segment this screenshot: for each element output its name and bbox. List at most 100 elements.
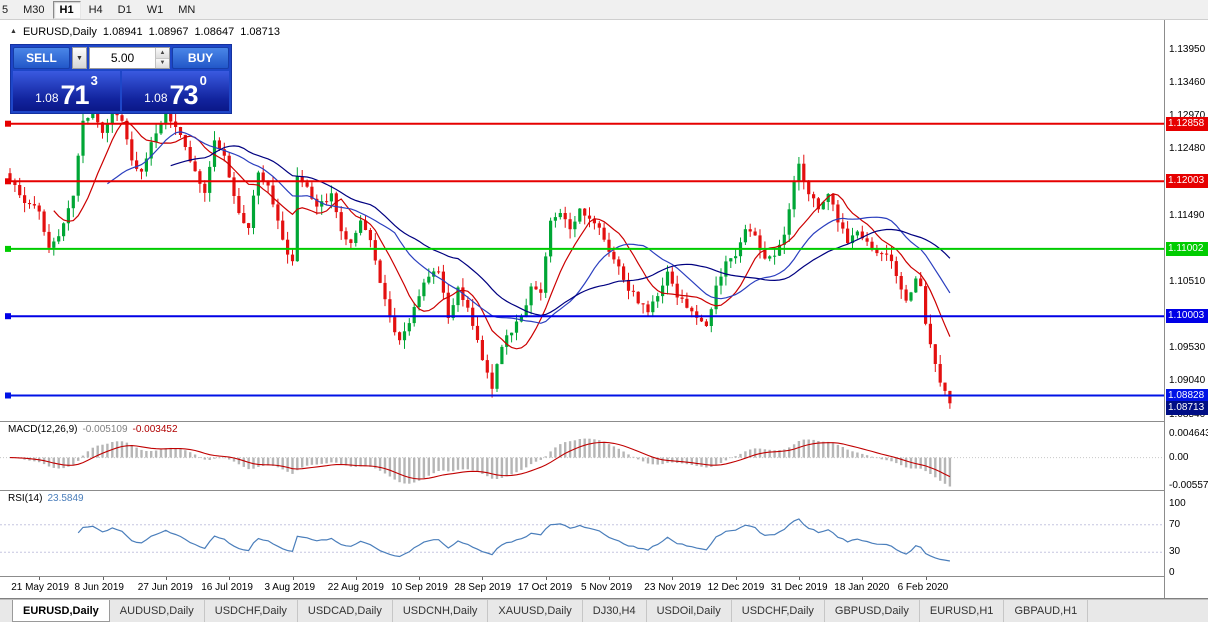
chart-tab-audusd-daily[interactable]: AUDUSD,Daily (110, 600, 205, 622)
chart-tab-dj30-h4[interactable]: DJ30,H4 (583, 600, 647, 622)
panel-separator-rsi[interactable] (0, 490, 1208, 491)
volume-field: ▲ ▼ (89, 47, 170, 69)
ohlc-low: 1.08647 (194, 26, 235, 38)
date-tick (419, 577, 421, 580)
price-tick: 1.13950 (1169, 44, 1206, 55)
date-tick (39, 577, 41, 580)
macd-name: MACD(12,26,9) (8, 424, 78, 435)
volume-input[interactable] (90, 48, 155, 68)
date-tick (229, 577, 231, 580)
macd-axis-label: 0.00 (1169, 451, 1189, 463)
date-tick (798, 577, 800, 580)
macd-svg[interactable] (0, 422, 1164, 490)
chart-tabbar: EURUSD,Daily AUDUSD,Daily USDCHF,Daily USDC… (0, 599, 1208, 622)
rsi-axis-label: 100 (1169, 498, 1186, 509)
chart-tab-eurusd-h1[interactable]: EURUSD,H1 (920, 600, 1005, 622)
macd-value-main: -0.005109 (82, 424, 128, 435)
date-label: 6 Feb 2020 (897, 582, 949, 593)
date-label: 23 Nov 2019 (644, 582, 702, 593)
timeframe-button-h1[interactable]: H1 (52, 0, 81, 19)
price-tick: 1.12970 (1169, 110, 1206, 122)
price-axis[interactable]: 1.13950 1.13460 1.12970 1.12480 1.11490 1.105… (1164, 20, 1208, 598)
ohlc-open: 1.08941 (102, 26, 143, 38)
panel-separator-dates (0, 576, 1208, 577)
macd-axis-label: -0.005574 (1169, 480, 1208, 491)
timeframe-button-mn[interactable]: MN (178, 3, 196, 16)
chart-tab-xauusd-daily[interactable]: XAUUSD,Daily (488, 600, 583, 622)
price-line-badge: 1.08828 (1166, 388, 1208, 403)
date-tick (735, 577, 737, 580)
ohlc-high: 1.08967 (148, 26, 189, 38)
buy-price-big: 73 (169, 80, 199, 110)
macd-axis-label: 0.004643 (1169, 428, 1208, 439)
date-tick (292, 577, 294, 580)
volume-increase-button[interactable]: ▲ (156, 48, 169, 59)
volume-decrease-button[interactable]: ▼ (156, 58, 169, 68)
price-line-badge: 1.12003 (1166, 174, 1208, 189)
date-label: 21 May 2019 (11, 582, 70, 593)
timeframe-button-w1[interactable]: W1 (146, 3, 164, 16)
buy-price-display[interactable]: 1.08 73 0 (122, 71, 229, 111)
price-tick: 1.09530 (1169, 342, 1206, 354)
collapse-trade-panel-icon[interactable]: ▲ (10, 28, 17, 35)
date-tick (165, 577, 167, 580)
date-label: 28 Sep 2019 (454, 582, 512, 593)
chart-tab-usdcad-daily[interactable]: USDCAD,Daily (298, 600, 393, 622)
rsi-axis-label: 70 (1169, 518, 1181, 530)
buy-price-prefix: 1.08 (144, 91, 168, 105)
timeframe-button-5[interactable]: 5 (2, 3, 9, 16)
date-label: 18 Jan 2020 (834, 582, 890, 593)
timeframe-button-h4[interactable]: H4 (88, 3, 103, 16)
date-label: 17 Oct 2019 (517, 582, 573, 593)
date-label: 16 Jul 2019 (201, 582, 253, 593)
panel-separator-macd[interactable] (0, 421, 1208, 422)
chart-tab-gbpusd-daily[interactable]: GBPUSD,Daily (825, 600, 920, 622)
date-tick (925, 577, 927, 580)
date-label: 5 Nov 2019 (581, 582, 633, 593)
rsi-value: 23.5849 (47, 493, 84, 504)
macd-value-signal: -0.003452 (132, 424, 178, 435)
date-axis[interactable]: 21 May 2019 8 Jun 2019 27 Jun 2019 16 Jul 2… (0, 577, 1164, 598)
chart-tab-usdchf-daily[interactable]: USDCHF,Daily (732, 600, 825, 622)
date-tick (672, 577, 674, 580)
price-tick: 1.09040 (1169, 375, 1206, 387)
chart-tab-usdchf-daily[interactable]: USDCHF,Daily (205, 600, 298, 622)
rsi-name: RSI(14) (8, 493, 43, 504)
date-label: 22 Aug 2019 (327, 582, 384, 593)
price-tick: 1.13460 (1169, 77, 1206, 89)
date-label: 3 Aug 2019 (264, 582, 316, 593)
price-line-badge: 1.12858 (1166, 116, 1208, 131)
chart-tab-eurusd-daily[interactable]: EURUSD,Daily (12, 600, 110, 622)
sell-button[interactable]: SELL (13, 47, 70, 69)
date-label: 31 Dec 2019 (770, 582, 828, 593)
buy-button[interactable]: BUY (172, 47, 229, 69)
date-tick (355, 577, 357, 580)
workspace-bottom-edge (0, 598, 1208, 599)
chart-ohlc-header: ▲ EURUSD,Daily 1.08941 1.08967 1.08647 1… (10, 26, 280, 38)
sell-price-sup: 3 (90, 73, 98, 88)
ohlc-close: 1.08713 (240, 26, 280, 38)
date-label: 10 Sep 2019 (391, 582, 448, 593)
timeframe-toolbar: 5 M30 H1 H4 D1 W1 MN (0, 0, 1208, 20)
price-tick: 1.11490 (1169, 209, 1205, 221)
timeframe-button-m30[interactable]: M30 (23, 3, 45, 16)
rsi-svg[interactable] (0, 491, 1164, 576)
price-line-badge: 1.11002 (1166, 241, 1208, 256)
price-tick: 1.10510 (1169, 276, 1206, 287)
chart-tab-gbpaud-h1[interactable]: GBPAUD,H1 (1004, 600, 1089, 622)
date-tick (545, 577, 547, 580)
volume-dropdown-button[interactable]: ▼ (72, 47, 87, 69)
timeframe-button-d1[interactable]: D1 (117, 3, 132, 16)
current-price-badge: 1.08713 (1166, 401, 1208, 416)
price-tick: 1.12480 (1169, 143, 1206, 155)
sell-price-prefix: 1.08 (35, 91, 59, 105)
date-tick (862, 577, 864, 580)
chevron-down-icon: ▼ (76, 54, 83, 62)
macd-label: MACD(12,26,9) -0.005109 -0.003452 (8, 424, 183, 435)
date-label: 27 Jun 2019 (137, 582, 193, 593)
date-label: 8 Jun 2019 (74, 582, 125, 593)
sell-price-display[interactable]: 1.08 71 3 (13, 71, 120, 111)
one-click-trading-panel: SELL ▼ ▲ ▼ BUY 1.08 71 3 1.08 73 0 (10, 44, 232, 114)
chart-tab-usdcnh-daily[interactable]: USDCNH,Daily (393, 600, 489, 622)
chart-tab-usdoil-daily[interactable]: USDOil,Daily (647, 600, 732, 622)
